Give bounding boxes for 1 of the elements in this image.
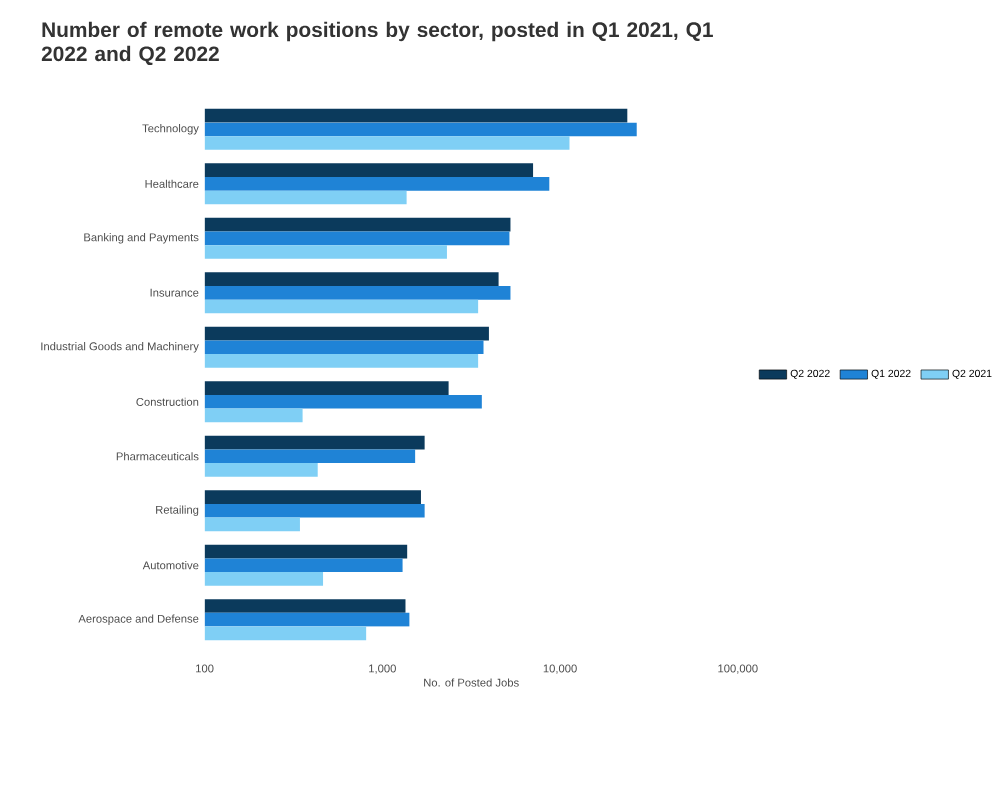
chart-title: Number of remote work positions by sector, posted in Q1 2021, Q1 2022 and Q2 2022 bbox=[41, 22, 713, 66]
